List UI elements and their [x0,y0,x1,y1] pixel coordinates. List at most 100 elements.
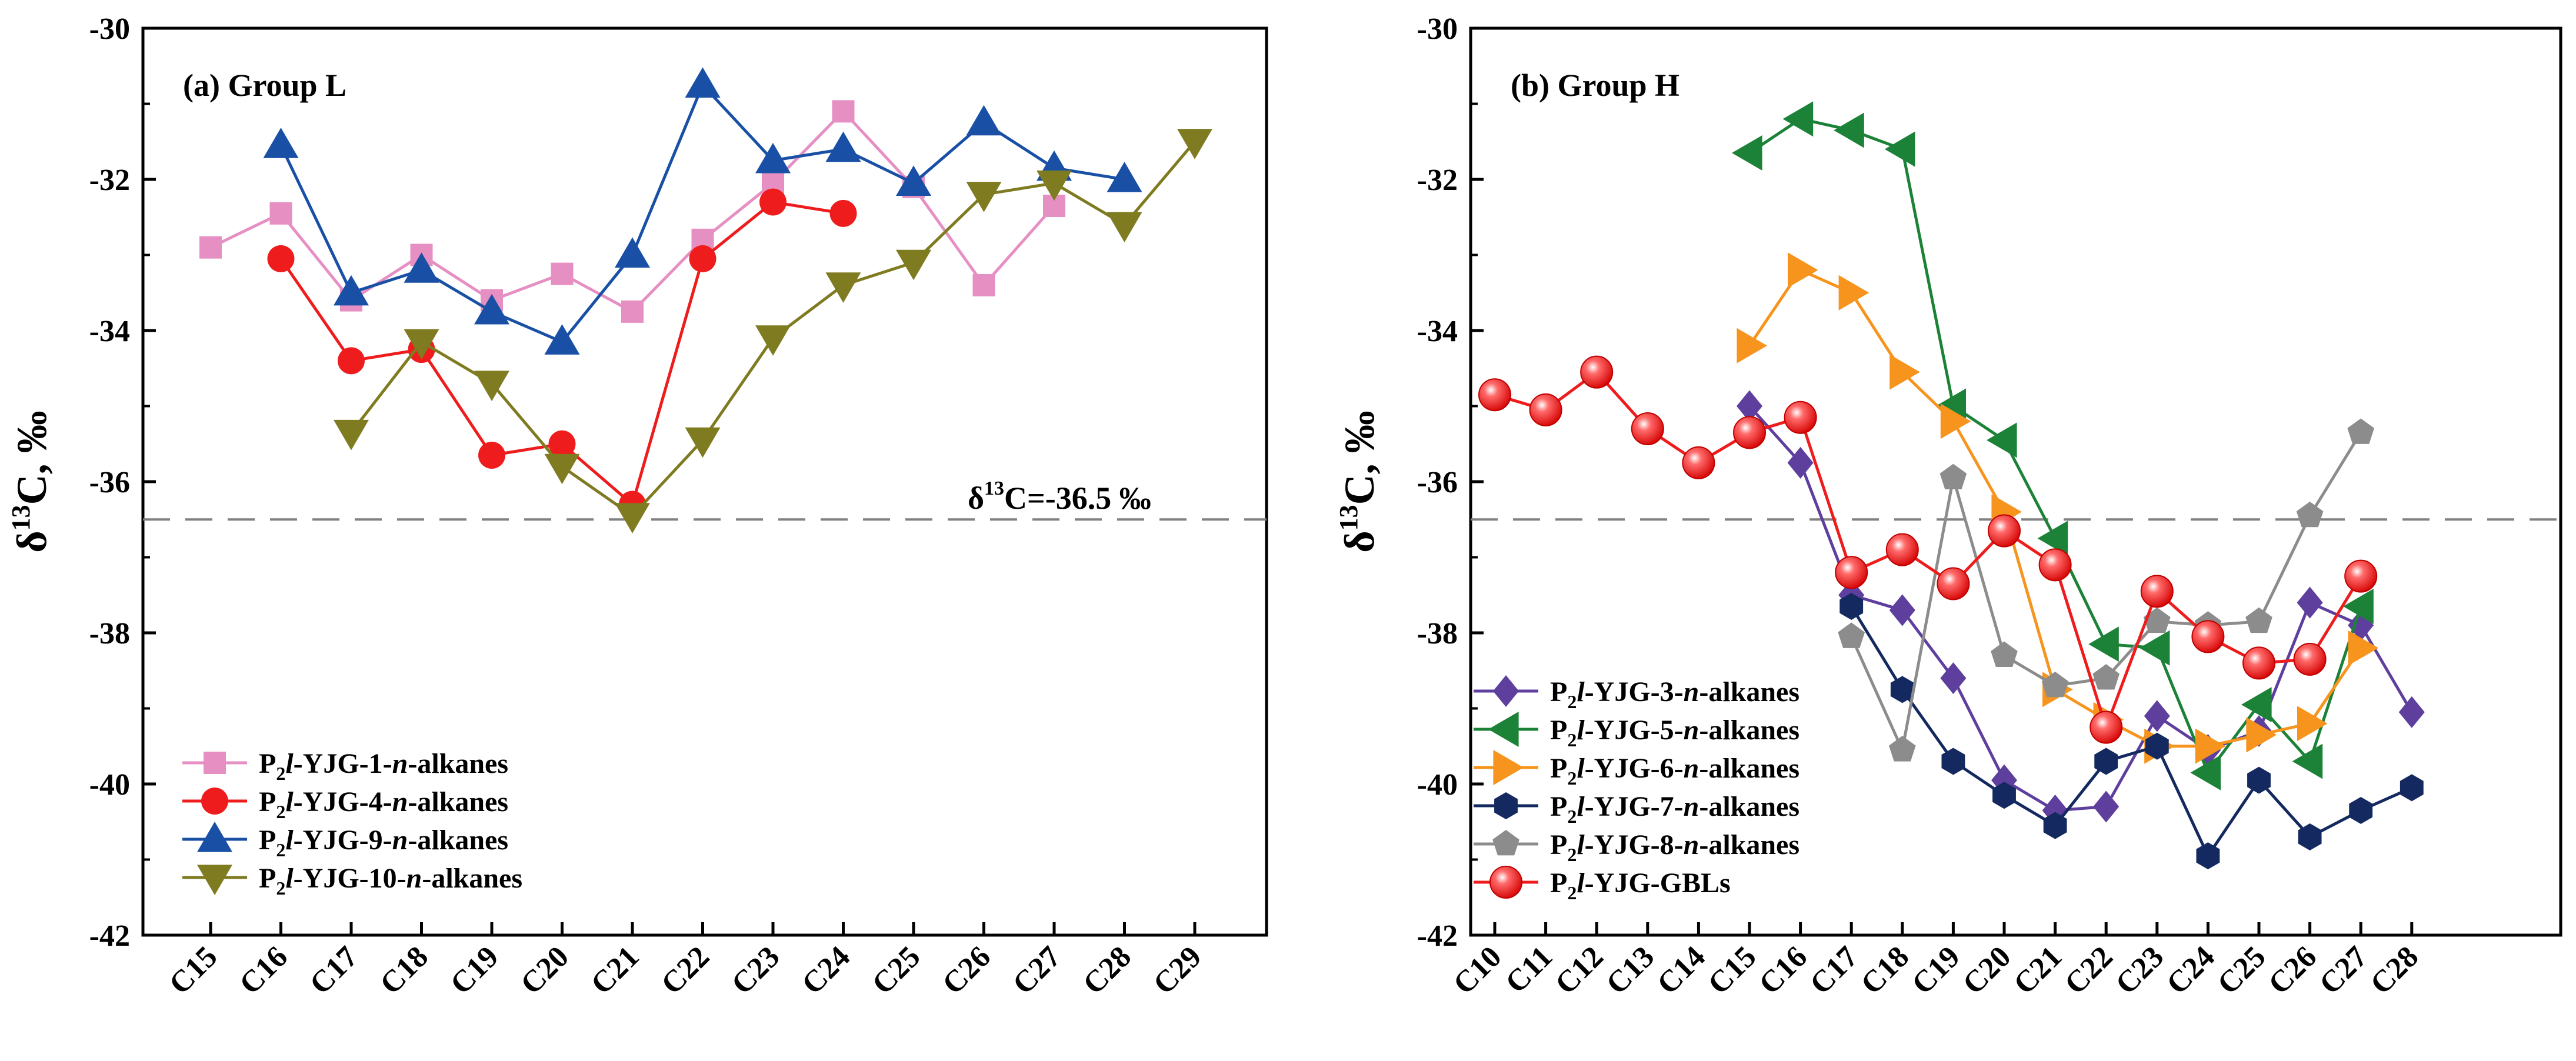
legend-label: P2l-YJG-10-n-alkanes [259,863,522,899]
data-point [1937,567,1970,600]
legend-rest: -YJG-GBLs [1585,868,1731,899]
x-tick-label: C26 [2262,940,2323,1001]
legend-label: P2l-YJG-9-n-alkanes [259,825,508,860]
data-point [404,252,439,283]
legend-item: P2l-YJG-9-n-alkanes [182,822,508,860]
series-1 [1732,101,2374,790]
legend-rest: -YJG-5- [1585,715,1684,746]
data-point [1992,782,2016,809]
data-point [2296,501,2324,528]
data-point [1580,355,1614,389]
data-point [2298,823,2322,850]
legend-l: l [285,863,294,894]
y-tick-label: -32 [1417,164,1458,197]
y-tick-label: -34 [89,315,130,348]
data-point [1885,533,1919,566]
legend-marker [201,788,228,815]
data-point [2043,812,2067,839]
data-point [896,249,931,281]
x-tick-label: C22 [2058,940,2120,1001]
data-point [551,262,574,285]
x-tick-label: C21 [2007,940,2068,1001]
data-point [2247,766,2271,794]
data-point [2241,687,2272,723]
legend-alkanes: -alkanes [408,825,508,856]
legend-n: n [392,748,408,779]
x-tick-label: C25 [2211,940,2272,1001]
legend-item: P2l-YJG-7-n-alkanes [1474,791,1799,827]
legend-n: n [392,786,408,818]
data-point [832,100,855,123]
data-point [1787,446,1814,479]
reference-line-label: δ13C=-36.5 ‰ [968,478,1151,516]
data-point [2245,607,2272,633]
data-point [1991,641,2018,667]
legend-p: P [1550,829,1567,860]
legend-label: P2l-YJG-1-n-alkanes [259,748,508,784]
legend-p: P [1550,791,1567,822]
x-tick-label: C14 [1651,940,1712,1001]
legend-sub: 2 [276,878,285,899]
legend-label: P2l-YJG-7-n-alkanes [1550,791,1799,827]
legend-label: P2l-YJG-GBLs [1550,868,1731,903]
legend-item: P2l-YJG-6-n-alkanes [1474,750,1799,789]
y-tick-label: -42 [89,919,130,953]
data-point [267,245,295,272]
legend-item: P2l-YJG-10-n-alkanes [182,863,522,899]
data-point [544,324,580,355]
x-tick-label: C20 [514,940,575,1001]
x-tick-label: C16 [1752,940,1814,1001]
data-point [1888,736,1916,762]
legend-l: l [285,748,294,779]
legend-item: P2l-YJG-1-n-alkanes [182,748,508,784]
legend-item: P2l-YJG-5-n-alkanes [1474,712,1799,750]
data-point [263,128,299,158]
series-line [279,83,1125,343]
legend-rest: -YJG-10- [294,863,406,894]
data-point [755,142,791,174]
data-point [1835,556,1868,589]
series-2 [263,67,1142,355]
x-tick-label: C13 [1600,940,1661,1001]
data-point [2088,626,2119,662]
legend-rest: -YJG-4- [294,786,392,818]
legend-l: l [285,786,294,818]
data-point [474,371,509,401]
legend-sub: 2 [276,763,285,784]
ref-label-delta: δ [968,481,984,516]
data-point [2246,717,2277,753]
legend-l: l [1577,868,1585,899]
y-tick-label: -40 [1417,768,1458,802]
data-point [1987,422,2017,458]
legend-rest: -YJG-3- [1585,676,1684,708]
x-tick-label: C17 [304,940,365,1001]
legend-label: P2l-YJG-4-n-alkanes [259,786,508,822]
data-point [2090,710,2123,744]
legend-sub: 2 [276,801,285,822]
data-point [2191,620,2225,653]
legend-rest: -YJG-6- [1585,753,1684,784]
ref-label-rest: C=-36.5 ‰ [1004,481,1151,516]
data-point [825,131,861,162]
y-axis-label-rest: C, ‰ [8,411,55,505]
data-point [1889,354,1920,390]
legend-marker [204,752,226,774]
data-point [334,419,369,451]
data-point [478,442,505,469]
legend-alkanes: -alkanes [1699,753,1799,784]
x-tick-label: C26 [936,940,997,1001]
x-tick-label: C19 [444,940,505,1001]
series-line [1850,605,2412,858]
data-point [1732,135,1762,171]
data-point [2297,706,2328,742]
y-tick-label: -30 [89,12,130,46]
x-tick-label: C23 [2110,940,2171,1001]
y-tick-label: -38 [1417,617,1458,650]
data-point [1890,676,1914,703]
data-point [2140,575,2174,608]
legend-n: n [1684,753,1699,784]
data-point [1107,162,1142,192]
data-point [1940,463,1967,489]
data-point [2190,755,2221,790]
legend-sub: 2 [1567,806,1577,827]
